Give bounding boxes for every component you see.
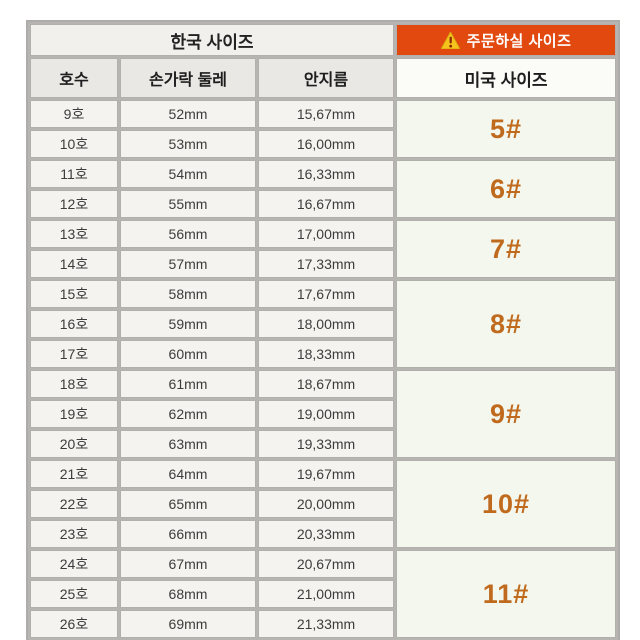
table-row: 10호 53mm 16,00mm (30, 130, 616, 158)
table-row: 9호 52mm 15,67mm 5# (30, 100, 617, 158)
korea-size-header: 한국 사이즈 (30, 24, 395, 56)
cell-inner-diameter: 16,00mm (258, 130, 395, 158)
cell-inner-diameter: 19,67mm (258, 460, 395, 488)
cell-inner-diameter: 17,00mm (258, 220, 395, 248)
us-size-cell: 6# (396, 160, 617, 218)
table-row: 23호 66mm 20,33mm (30, 520, 616, 548)
cell-circumference: 60mm (120, 340, 256, 368)
cell-no: 9호 (30, 100, 118, 128)
cell-circumference: 63mm (120, 430, 256, 458)
cell-circumference: 55mm (120, 190, 256, 218)
cell-no: 11호 (30, 160, 118, 188)
table-row: 11호 54mm 16,33mm 6# (30, 160, 617, 218)
table-row: 18호 61mm 18,67mm 9# (30, 370, 617, 458)
cell-inner-diameter: 19,33mm (258, 430, 395, 458)
cell-inner-diameter: 20,67mm (258, 550, 395, 578)
cell-inner-diameter: 21,00mm (258, 580, 395, 608)
cell-no: 14호 (30, 250, 118, 278)
cell-circumference: 62mm (120, 400, 256, 428)
cell-inner-diameter: 18,67mm (258, 370, 395, 398)
table-row: 12호 55mm 16,67mm (30, 190, 616, 218)
col-header-inner-diameter: 안지름 (258, 58, 395, 98)
cell-no: 25호 (30, 580, 118, 608)
cell-circumference: 66mm (120, 520, 256, 548)
order-size-banner-label: 주문하실 사이즈 (466, 32, 572, 50)
us-size-cell: 7# (396, 220, 617, 278)
cell-inner-diameter: 20,00mm (258, 490, 395, 518)
cell-circumference: 59mm (120, 310, 256, 338)
col-header-us-size: 미국 사이즈 (396, 58, 617, 98)
warning-icon (439, 30, 461, 49)
us-size-cell: 9# (396, 370, 617, 458)
cell-inner-diameter: 17,67mm (258, 280, 395, 308)
cell-inner-diameter: 19,00mm (258, 400, 395, 428)
cell-no: 17호 (30, 340, 118, 368)
col-header-no: 호수 (30, 58, 118, 98)
cell-circumference: 65mm (120, 490, 256, 518)
cell-inner-diameter: 20,33mm (258, 520, 395, 548)
order-size-banner: 주문하실 사이즈 (396, 24, 617, 56)
table-row: 14호 57mm 17,33mm (30, 250, 616, 278)
header-row-groups: 한국 사이즈 주문하실 사이즈 (30, 24, 617, 56)
cell-no: 21호 (30, 460, 118, 488)
cell-no: 22호 (30, 490, 118, 518)
table-row: 19호 62mm 19,00mm (30, 400, 616, 428)
table-row: 24호 67mm 20,67mm 11# (30, 550, 617, 638)
cell-circumference: 53mm (120, 130, 256, 158)
cell-no: 16호 (30, 310, 118, 338)
cell-no: 13호 (30, 220, 118, 248)
header-row-columns: 호수 손가락 둘레 안지름 미국 사이즈 (30, 58, 617, 98)
cell-no: 19호 (30, 400, 118, 428)
cell-no: 26호 (30, 610, 118, 638)
cell-inner-diameter: 16,33mm (258, 160, 395, 188)
cell-circumference: 57mm (120, 250, 256, 278)
us-size-cell: 10# (396, 460, 617, 548)
us-size-cell: 5# (396, 100, 617, 158)
cell-circumference: 69mm (120, 610, 256, 638)
cell-inner-diameter: 18,00mm (258, 310, 395, 338)
cell-circumference: 58mm (120, 280, 256, 308)
cell-inner-diameter: 21,33mm (258, 610, 395, 638)
cell-circumference: 61mm (120, 370, 256, 398)
ring-size-table: 한국 사이즈 주문하실 사이즈 호수 (26, 20, 621, 640)
cell-no: 15호 (30, 280, 118, 308)
cell-inner-diameter: 18,33mm (258, 340, 395, 368)
table-row: 20호 63mm 19,33mm (30, 430, 616, 458)
table-row: 15호 58mm 17,67mm 8# (30, 280, 617, 368)
cell-circumference: 68mm (120, 580, 256, 608)
table-row: 16호 59mm 18,00mm (30, 310, 616, 338)
us-size-cell: 8# (396, 280, 617, 368)
table-row: 21호 64mm 19,67mm 10# (30, 460, 617, 548)
table-row: 13호 56mm 17,00mm 7# (30, 220, 617, 278)
col-header-circumference: 손가락 둘레 (120, 58, 256, 98)
cell-circumference: 54mm (120, 160, 256, 188)
cell-circumference: 64mm (120, 460, 256, 488)
cell-circumference: 67mm (120, 550, 256, 578)
cell-circumference: 52mm (120, 100, 256, 128)
cell-inner-diameter: 16,67mm (258, 190, 395, 218)
cell-no: 10호 (30, 130, 118, 158)
cell-inner-diameter: 17,33mm (258, 250, 395, 278)
cell-no: 20호 (30, 430, 118, 458)
table-row: 25호 68mm 21,00mm (30, 580, 616, 608)
table-row: 26호 69mm 21,33mm (30, 610, 616, 638)
cell-circumference: 56mm (120, 220, 256, 248)
cell-no: 18호 (30, 370, 118, 398)
us-size-cell: 11# (396, 550, 617, 638)
table-row: 17호 60mm 18,33mm (30, 340, 616, 368)
cell-no: 24호 (30, 550, 118, 578)
cell-no: 12호 (30, 190, 118, 218)
table-row: 22호 65mm 20,00mm (30, 490, 616, 518)
cell-no: 23호 (30, 520, 118, 548)
cell-inner-diameter: 15,67mm (258, 100, 395, 128)
